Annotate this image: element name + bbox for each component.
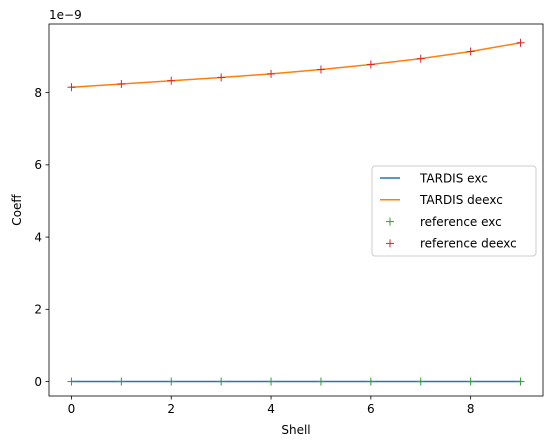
legend-entry: reference deexc [386,237,517,251]
data-point-marker [167,377,176,386]
x-tick-label: 8 [467,402,475,416]
y-tick-label: 6 [34,158,42,172]
legend: TARDIS exc TARDIS deexc reference exc refer… [371,165,537,257]
data-point-marker [366,377,375,386]
data-point-marker [217,73,226,82]
y-tick-label: 2 [34,303,42,317]
legend-box [371,165,537,257]
data-point-marker [316,377,325,386]
y-offset-text: 1e−9 [49,8,82,22]
data-point-marker [117,79,126,88]
data-point-marker [366,60,375,69]
plot-area [67,38,525,386]
x-tick-label: 0 [68,402,76,416]
data-point-marker [516,38,525,47]
x-tick-label: 4 [267,402,275,416]
axes-frame [48,23,544,397]
data-point-marker [466,47,475,56]
data-point-marker [316,65,325,74]
legend-label: TARDIS deexc [419,193,503,207]
data-point-marker [416,377,425,386]
legend-entry: TARDIS exc [380,171,488,185]
legend-entry: TARDIS deexc [380,193,503,207]
y-axis-label: Coeff [10,194,24,226]
data-point-marker [117,377,126,386]
y-tick-label: 0 [34,375,42,389]
data-point-marker [267,69,276,78]
legend-label: TARDIS exc [419,171,488,185]
x-tick-label: 2 [167,402,175,416]
data-point-marker [67,377,76,386]
legend-label: reference deexc [420,237,517,251]
data-point-marker [267,377,276,386]
data-point-marker [416,54,425,63]
data-point-marker [167,76,176,85]
series-line-1 [71,42,521,88]
data-point-marker [516,377,525,386]
legend-entry: reference exc [386,215,502,229]
x-tick-label: 6 [367,402,375,416]
y-tick-label: 8 [34,86,42,100]
data-point-marker [217,377,226,386]
legend-label: reference exc [420,215,502,229]
x-axis-label: Shell [281,423,310,437]
data-point-marker [67,83,76,92]
y-tick-label: 4 [34,230,42,244]
data-point-marker [466,377,475,386]
axes: 0 2 4 6 8 0 2 4 6 8 [34,23,544,416]
